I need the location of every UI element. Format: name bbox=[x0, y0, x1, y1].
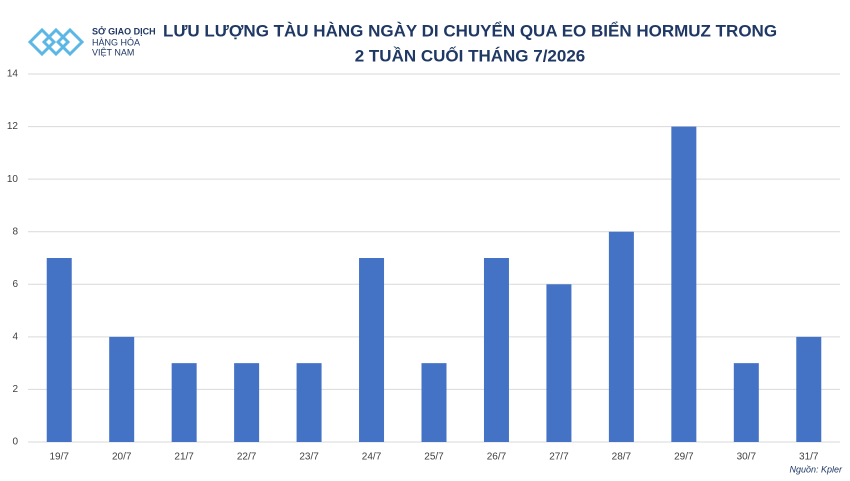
logo: SỞ GIAO DỊCH HÀNG HÓA VIỆT NAM bbox=[27, 25, 156, 57]
y-tick-label: 8 bbox=[12, 226, 18, 237]
y-tick-label: 10 bbox=[7, 174, 19, 185]
bar bbox=[359, 258, 385, 442]
bar bbox=[733, 363, 759, 442]
x-tick-label: 31/7 bbox=[799, 452, 819, 463]
bar bbox=[109, 336, 135, 442]
bar bbox=[671, 126, 697, 443]
bar bbox=[483, 258, 509, 442]
x-tick-label: 26/7 bbox=[487, 452, 507, 463]
x-tick-label: 24/7 bbox=[362, 452, 382, 463]
logo-text: HÀNG HÓA bbox=[92, 37, 140, 47]
bar bbox=[421, 363, 447, 442]
logo-text: SỞ GIAO DỊCH bbox=[92, 25, 156, 36]
x-tick-label: 28/7 bbox=[612, 452, 632, 463]
logo-text: VIỆT NAM bbox=[92, 47, 134, 57]
source-note: Nguồn: Kpler bbox=[789, 464, 843, 474]
y-tick-label: 4 bbox=[12, 331, 18, 342]
bar bbox=[46, 258, 72, 442]
x-tick-label: 29/7 bbox=[674, 452, 694, 463]
x-tick-label: 30/7 bbox=[737, 452, 757, 463]
x-tick-label: 23/7 bbox=[299, 452, 319, 463]
y-tick-label: 6 bbox=[12, 279, 18, 290]
x-tick-label: 22/7 bbox=[237, 452, 257, 463]
bar bbox=[546, 284, 572, 442]
y-tick-label: 14 bbox=[7, 69, 19, 80]
bar bbox=[608, 231, 634, 442]
x-tick-label: 21/7 bbox=[174, 452, 194, 463]
bar bbox=[296, 363, 322, 442]
bar bbox=[171, 363, 197, 442]
chart-title: 2 TUẦN CUỐI THÁNG 7/2026 bbox=[355, 45, 586, 65]
logo-icon bbox=[27, 27, 85, 57]
chart-title: LƯU LƯỢNG TÀU HÀNG NGÀY DI CHUYỂN QUA EO… bbox=[163, 21, 777, 40]
y-tick-label: 12 bbox=[7, 121, 19, 132]
bar bbox=[796, 336, 822, 442]
bar bbox=[234, 363, 260, 442]
x-tick-label: 27/7 bbox=[549, 452, 569, 463]
x-tick-label: 20/7 bbox=[112, 452, 132, 463]
x-tick-label: 25/7 bbox=[424, 452, 444, 463]
y-tick-label: 0 bbox=[12, 437, 18, 448]
y-tick-label: 2 bbox=[12, 384, 18, 395]
x-tick-label: 19/7 bbox=[49, 452, 69, 463]
